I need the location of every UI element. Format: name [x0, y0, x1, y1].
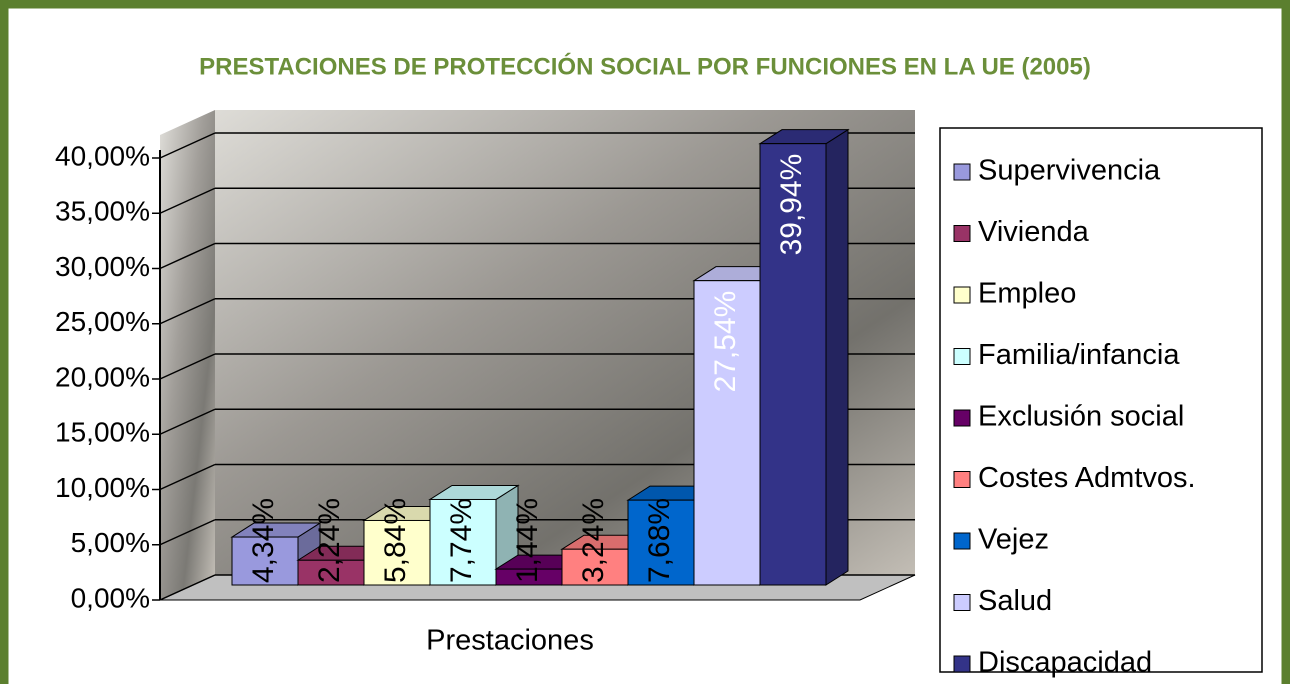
- legend-label: Empleo: [978, 278, 1076, 310]
- grid-line: [159, 242, 216, 270]
- side-wall: [160, 110, 215, 600]
- bar: [759, 143, 827, 586]
- grid-line: [159, 463, 216, 491]
- y-tick-label: 5,00%: [71, 527, 150, 558]
- grid-line: [159, 187, 216, 214]
- x-tick-label: Prestaciones: [426, 625, 594, 657]
- legend-swatch: [953, 348, 971, 365]
- legend-label: Vejez: [978, 524, 1049, 556]
- grid-line: [159, 408, 216, 435]
- y-tick-label: 25,00%: [55, 306, 150, 337]
- data-label: 5,84%: [379, 498, 412, 583]
- y-tick-label: 40,00%: [55, 140, 150, 171]
- legend-label: Discapacidad: [978, 647, 1152, 679]
- bar: [429, 498, 497, 586]
- data-label: 3,24%: [577, 498, 610, 583]
- y-tick-label: 15,00%: [55, 417, 150, 448]
- legend-swatch: [953, 163, 971, 181]
- legend-swatch: [953, 409, 971, 427]
- y-tick-label: 0,00%: [71, 582, 150, 613]
- bar: [561, 548, 629, 586]
- bar: [231, 536, 299, 586]
- legend-swatch: [953, 471, 971, 488]
- legend-swatch: [953, 532, 971, 550]
- y-tick-label: 35,00%: [55, 196, 150, 227]
- data-label: 7,74%: [445, 498, 478, 583]
- grid-line: [159, 353, 216, 380]
- data-label: 4,34%: [247, 498, 280, 583]
- bar: [363, 519, 431, 586]
- grid-line: [159, 132, 216, 159]
- data-label: 7,68%: [643, 498, 676, 583]
- grid-line: [159, 574, 216, 601]
- legend-label: Exclusión social: [978, 401, 1184, 433]
- legend-label: Salud: [978, 585, 1052, 617]
- data-label: 27,54%: [709, 291, 742, 393]
- y-tick-label: 20,00%: [55, 361, 150, 392]
- y-tick-label: 10,00%: [55, 472, 150, 503]
- legend-swatch: [953, 594, 971, 611]
- bar: [627, 499, 695, 586]
- legend-label: Vivienda: [978, 216, 1090, 248]
- data-label: 39,94%: [775, 154, 808, 256]
- legend-label: Costes Admtvos.: [978, 462, 1196, 494]
- legend: [939, 127, 1263, 673]
- legend-label: Supervivencia: [978, 155, 1161, 187]
- bar: [693, 280, 761, 586]
- grid-line: [159, 519, 216, 546]
- y-tick-label: 30,00%: [55, 251, 150, 282]
- legend-label: Familia/infancia: [978, 339, 1180, 371]
- bar-side: [825, 128, 849, 586]
- legend-swatch: [953, 655, 971, 673]
- legend-swatch: [953, 286, 971, 304]
- legend-swatch: [953, 225, 971, 242]
- chart-title: PRESTACIONES DE PROTECCIÓN SOCIAL POR FU…: [199, 52, 1091, 80]
- data-label: 1,44%: [511, 498, 544, 583]
- grid-line: [159, 298, 216, 325]
- data-label: 2,24%: [313, 498, 346, 583]
- bar: [297, 559, 365, 586]
